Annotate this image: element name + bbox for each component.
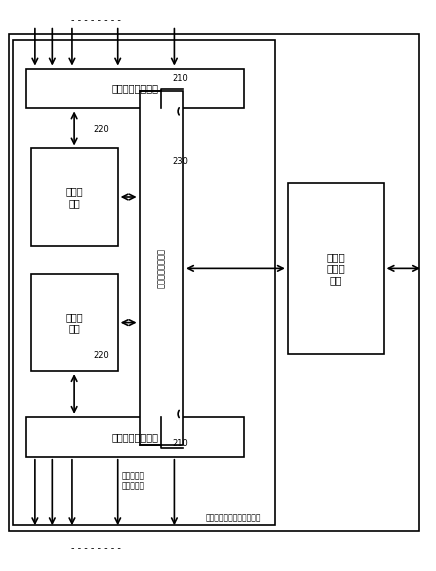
Text: 第一级流水线模块: 第一级流水线模块	[112, 83, 159, 94]
Text: 210: 210	[172, 439, 188, 448]
Text: 片内并
行加载
模块: 片内并 行加载 模块	[326, 252, 345, 285]
Text: 第一级流水线模块: 第一级流水线模块	[157, 248, 166, 288]
FancyBboxPatch shape	[13, 40, 275, 525]
FancyBboxPatch shape	[31, 148, 118, 246]
FancyBboxPatch shape	[26, 69, 244, 108]
Text: 230: 230	[172, 156, 188, 166]
Text: 220: 220	[94, 125, 109, 134]
Text: - - - - - - - -: - - - - - - - -	[71, 15, 121, 25]
FancyBboxPatch shape	[288, 183, 384, 354]
Text: - - - - - - - -: - - - - - - - -	[71, 543, 121, 553]
Text: 测试信号并行加载转换电路: 测试信号并行加载转换电路	[206, 513, 262, 522]
Text: 220: 220	[94, 351, 109, 360]
Text: 片外测试信
号接收模块: 片外测试信 号接收模块	[122, 471, 145, 490]
FancyBboxPatch shape	[26, 417, 244, 457]
Text: 210: 210	[172, 74, 188, 83]
Text: 写数据
模块: 写数据 模块	[65, 312, 83, 333]
FancyBboxPatch shape	[9, 34, 419, 531]
Text: 写数据
模块: 写数据 模块	[65, 186, 83, 208]
FancyBboxPatch shape	[31, 274, 118, 371]
FancyBboxPatch shape	[140, 91, 183, 445]
Text: 第一级流水线模块: 第一级流水线模块	[112, 432, 159, 442]
